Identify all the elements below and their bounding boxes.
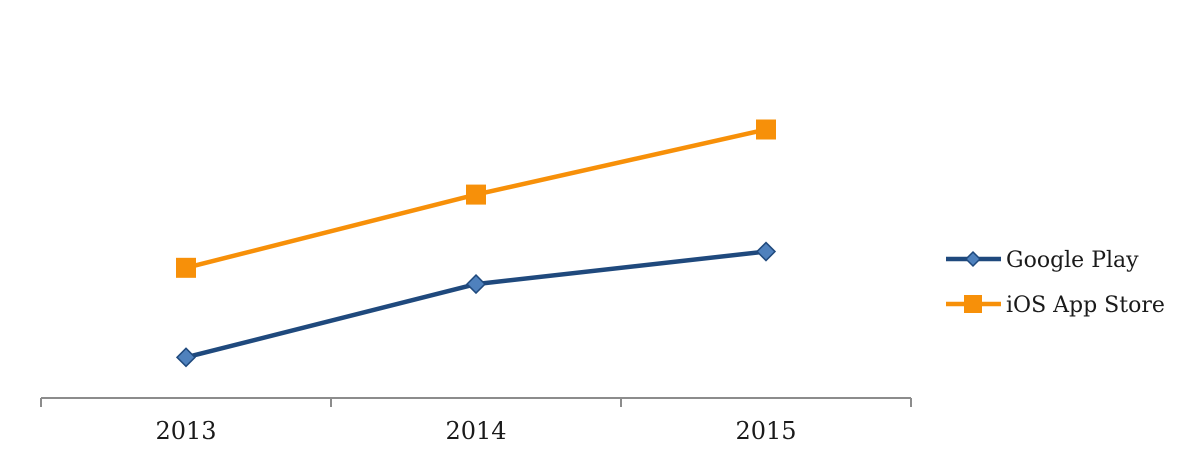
series-google-play [175, 241, 777, 368]
x-tick-label: 2013 [155, 417, 216, 445]
data-point-diamond [175, 347, 197, 368]
legend: Google Play iOS App Store [946, 248, 1165, 318]
x-axis: 2013 2014 2015 [40, 397, 912, 445]
legend-label: iOS App Store [1006, 293, 1165, 318]
legend-diamond-marker [964, 250, 982, 268]
legend-square-marker [964, 295, 982, 313]
x-tick-label: 2014 [445, 417, 506, 445]
x-tick-label: 2015 [735, 417, 796, 445]
series-line [185, 249, 767, 360]
data-point-square [756, 119, 776, 140]
legend-item: Google Play [946, 248, 1139, 273]
data-point-diamond [755, 241, 777, 262]
data-point-square [466, 184, 486, 205]
data-point-diamond [465, 274, 487, 295]
series-ios-app-store [176, 119, 776, 278]
legend-label: Google Play [1006, 248, 1139, 273]
series-layer [175, 119, 777, 368]
data-point-square [176, 257, 196, 278]
legend-item: iOS App Store [946, 293, 1165, 318]
